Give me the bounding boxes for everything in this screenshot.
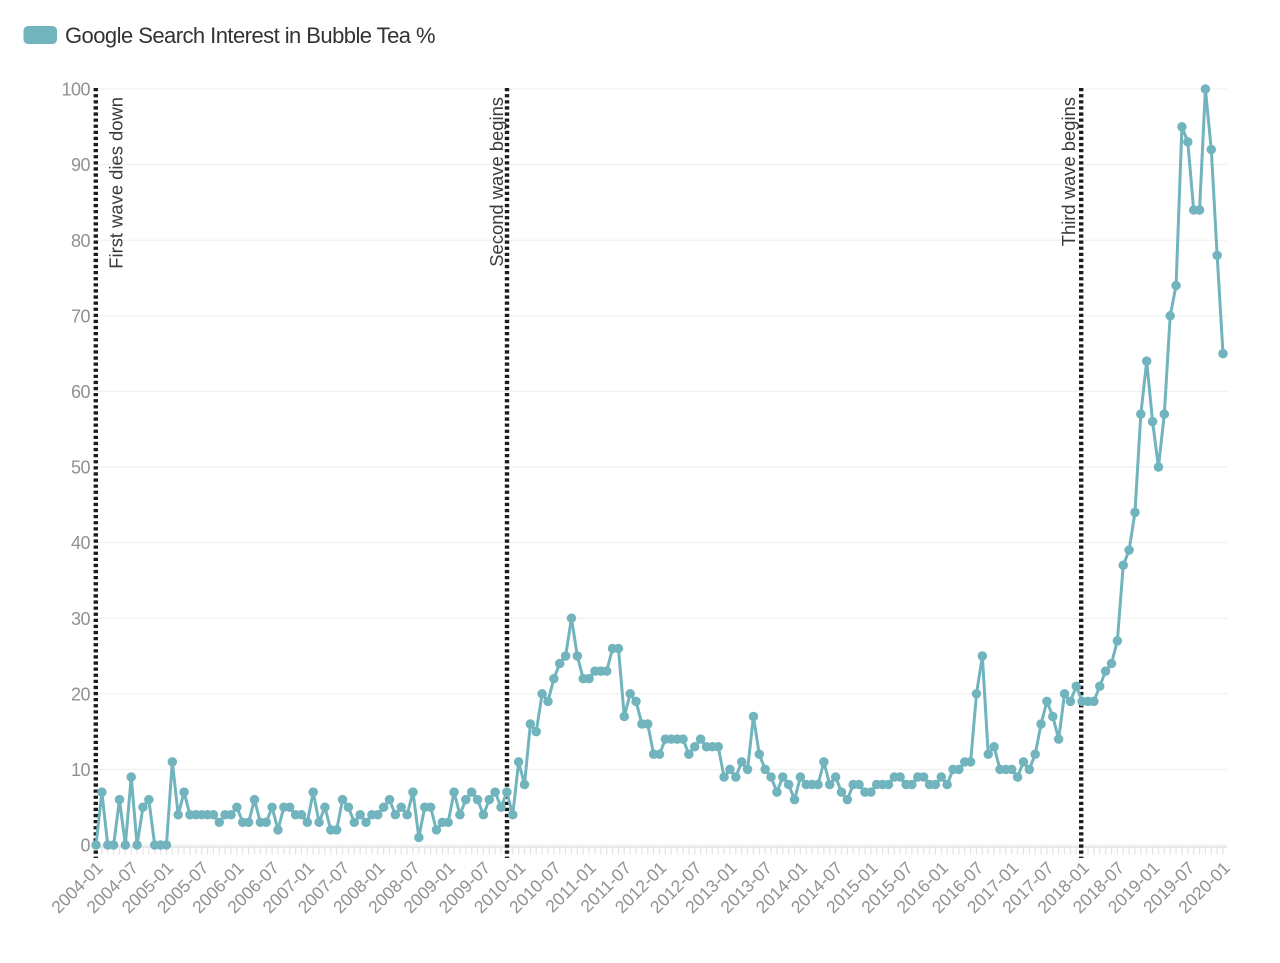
svg-text:50: 50: [71, 458, 91, 478]
svg-text:70: 70: [71, 306, 91, 326]
svg-text:Google Search Interest in Bubb: Google Search Interest in Bubble Tea %: [65, 23, 435, 48]
svg-text:First wave dies down: First wave dies down: [106, 97, 127, 269]
svg-text:20: 20: [71, 684, 91, 704]
svg-text:10: 10: [71, 760, 91, 780]
svg-text:40: 40: [71, 533, 91, 553]
svg-text:80: 80: [71, 231, 91, 251]
svg-text:60: 60: [71, 382, 91, 402]
svg-text:90: 90: [71, 155, 91, 175]
svg-text:0: 0: [80, 836, 90, 856]
svg-text:Second wave begins: Second wave begins: [486, 97, 507, 267]
svg-text:Third wave begins: Third wave begins: [1058, 97, 1079, 246]
svg-text:30: 30: [71, 609, 91, 629]
svg-text:100: 100: [61, 80, 90, 100]
